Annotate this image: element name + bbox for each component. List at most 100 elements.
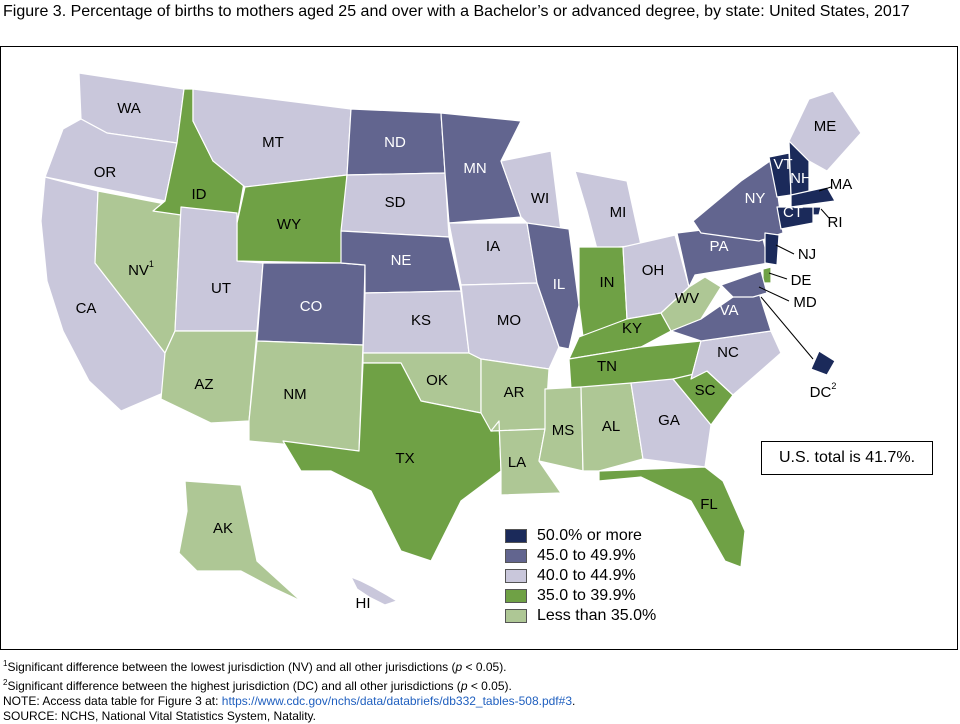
state-label-la: LA [508,454,526,471]
state-label-nj: NJ [798,246,816,263]
footnotes: 1Significant difference between the lowe… [3,656,575,724]
state-label-ar: AR [504,384,525,401]
state-label-ia: IA [486,238,500,255]
state-mi [574,170,642,250]
legend-swatch [505,609,527,623]
figure-title: Figure 3. Percentage of births to mother… [3,3,910,20]
state-il [526,222,580,350]
legend-swatch [505,549,527,563]
state-label-id: ID [192,186,207,203]
legend-item: 50.0% or more [505,526,656,546]
state-ak [178,480,302,602]
state-label-mo: MO [497,312,521,329]
state-label-ut: UT [211,280,231,297]
legend-swatch [505,589,527,603]
state-label-wa: WA [117,100,141,117]
note: NOTE: Access data table for Figure 3 at:… [3,694,576,708]
state-label-va: VA [720,302,739,319]
state-label-mi: MI [610,204,627,221]
state-label-ky: KY [622,320,642,337]
source: SOURCE: NCHS, National Vital Statistics … [3,709,316,723]
state-label-in: IN [600,274,615,291]
leader-md [758,286,790,302]
legend-label: 40.0 to 44.9% [537,567,636,584]
state-label-me: ME [814,118,837,135]
legend: 50.0% or more 45.0 to 49.9% 40.0 to 44.9% 3… [505,526,656,626]
us-total-note: U.S. total is 41.7%. [761,441,933,475]
state-label-nh: NH [790,170,812,187]
legend-item: 45.0 to 49.9% [505,546,656,566]
state-label-nc: NC [717,344,739,361]
state-ct [776,206,814,230]
state-ms [538,386,584,472]
state-md [720,270,768,298]
state-dc [810,350,836,376]
state-label-or: OR [94,164,117,181]
legend-label: Less than 35.0% [537,607,657,624]
footnote-2: 2Significant difference between the high… [3,678,512,693]
state-label-ca: CA [76,300,97,317]
legend-swatch [505,529,527,543]
state-label-nd: ND [384,134,406,151]
state-label-dc: DC2 [810,381,837,401]
leader-nj [775,244,795,255]
state-label-wy: WY [277,216,301,233]
state-label-fl: FL [700,496,718,513]
legend-label: 45.0 to 49.9% [537,547,636,564]
leader-de [768,272,788,280]
state-label-ks: KS [411,312,431,329]
state-label-ri: RI [828,214,843,231]
leader-ri [820,208,830,219]
state-label-hi: HI [356,595,371,612]
map-frame: WA OR CA NV1 ID MT WY UT AZ CO NM ND SD NE KS OK TX MN IA M… [0,46,958,650]
state-label-md: MD [793,294,816,311]
state-label-mt: MT [262,134,284,151]
state-me [788,90,862,172]
state-ma [790,186,836,208]
state-label-ma: MA [830,176,853,193]
state-label-co: CO [300,298,323,315]
state-label-ny: NY [745,190,766,207]
state-label-az: AZ [194,376,213,393]
state-tx [282,362,502,562]
legend-label: 50.0% or more [537,527,642,544]
state-nj [764,232,780,266]
state-wy [236,174,348,264]
legend-item: 40.0 to 44.9% [505,566,656,586]
state-label-tn: TN [597,358,617,375]
state-label-ak: AK [213,520,233,537]
us-map: WA OR CA NV1 ID MT WY UT AZ CO NM ND SD NE KS OK TX MN IA M… [40,72,862,612]
state-label-tx: TX [395,450,414,467]
state-label-al: AL [602,418,620,435]
state-label-ok: OK [426,372,448,389]
state-hi [350,576,398,606]
state-label-oh: OH [642,262,665,279]
state-label-nm: NM [283,386,306,403]
state-label-de: DE [791,272,812,289]
state-label-il: IL [553,276,566,293]
state-label-sd: SD [385,194,406,211]
legend-swatch [505,569,527,583]
state-label-wv: WV [675,290,699,307]
footnote-1: 1Significant difference between the lowe… [3,659,507,674]
state-ri [812,206,822,216]
state-label-sc: SC [695,382,716,399]
state-label-ne: NE [391,252,412,269]
state-label-mn: MN [463,160,486,177]
state-al [580,382,644,472]
state-fl [598,466,746,568]
legend-item: 35.0 to 39.9% [505,586,656,606]
state-label-ct: CT [783,204,803,221]
data-table-link[interactable]: https://www.cdc.gov/nchs/data/databriefs… [221,694,572,708]
state-ny [692,158,784,242]
leader-dc [760,296,814,360]
legend-label: 35.0 to 39.9% [537,587,636,604]
state-label-pa: PA [710,238,729,255]
state-az [160,330,258,424]
state-label-wi: WI [531,190,549,207]
state-label-vt: VT [773,156,792,173]
state-label-ms: MS [552,422,575,439]
state-label-ga: GA [658,412,680,429]
leader-ma [818,186,832,192]
legend-item: Less than 35.0% [505,606,656,626]
